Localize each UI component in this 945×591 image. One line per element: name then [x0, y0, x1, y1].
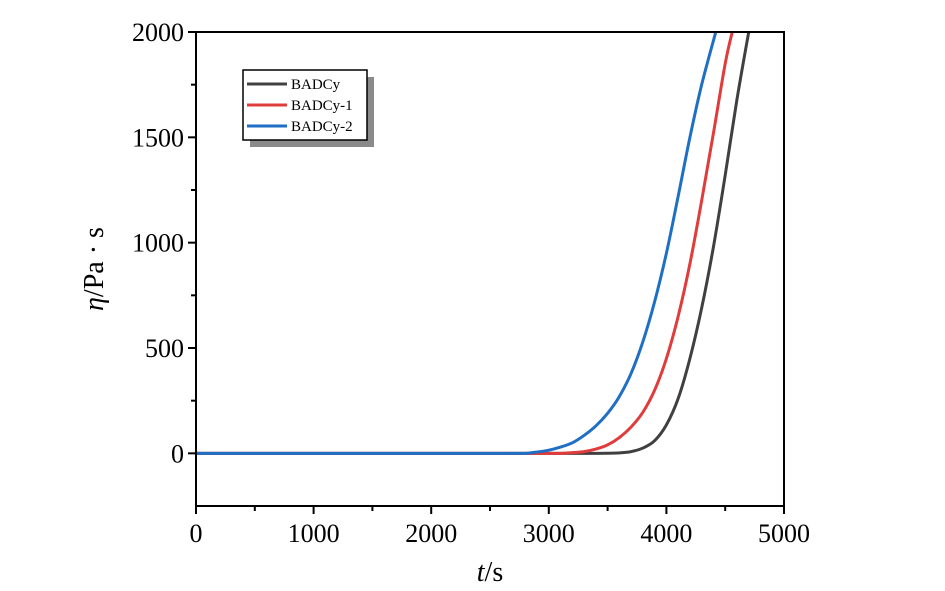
x-axis-title-unit: /s	[485, 557, 504, 588]
series-line-badcy-1	[196, 32, 734, 455]
series-line-badcy	[196, 32, 751, 455]
legend: BADCy BADCy-1 BADCy-2	[242, 69, 374, 147]
y-tick-label: 0	[171, 439, 184, 468]
series-lines	[196, 32, 751, 455]
series-line-badcy-2	[196, 32, 718, 455]
y-tick-label: 2000	[132, 18, 184, 47]
legend-label: BADCy-2	[291, 119, 353, 135]
x-tick-label: 4000	[640, 519, 692, 548]
x-tick-label: 3000	[523, 519, 575, 548]
x-tick-label: 1000	[288, 519, 340, 548]
legend-label: BADCy	[291, 77, 341, 93]
y-tick-label: 500	[145, 334, 184, 363]
x-axis-title-var: t	[477, 557, 486, 588]
legend-label: BADCy-1	[291, 98, 353, 114]
x-axis-title: t/s	[477, 557, 503, 588]
y-tick-label: 1500	[132, 123, 184, 152]
plot-content	[196, 32, 751, 455]
y-axis-title-unit: /Pa · s	[79, 227, 110, 297]
x-tick-label: 5000	[758, 519, 810, 548]
y-axis-title: η/Pa · s	[79, 227, 110, 311]
y-axis-title-var: η	[79, 297, 110, 311]
y-tick-label: 1000	[132, 229, 184, 258]
axis-ticks: 0 1000 2000 3000 4000 5000 0 500 1000 1500 2000	[132, 18, 810, 548]
x-tick-label: 0	[190, 519, 203, 548]
x-tick-label: 2000	[405, 519, 457, 548]
